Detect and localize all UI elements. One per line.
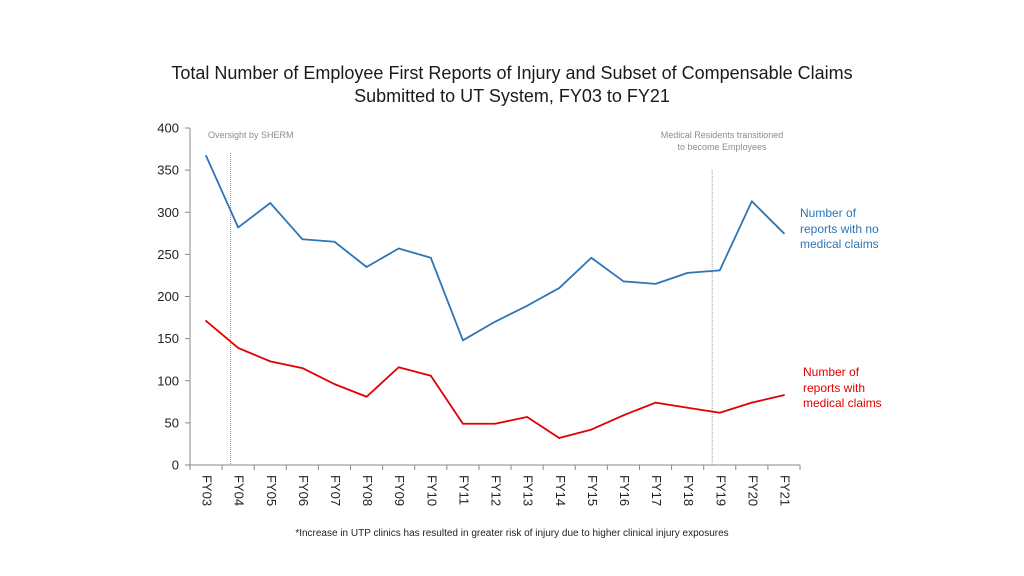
y-tick-label: 350 xyxy=(157,163,179,178)
y-tick-label: 200 xyxy=(157,289,179,304)
x-tick-label: FY13 xyxy=(521,475,536,506)
annotation-medical-residents-line1: Medical Residents transitioned xyxy=(660,130,784,140)
x-tick-label: FY16 xyxy=(617,475,632,506)
data-point xyxy=(526,304,529,307)
data-point xyxy=(237,346,240,349)
x-tick-label: FY09 xyxy=(392,475,407,506)
x-tick-label: FY20 xyxy=(745,475,760,506)
x-tick-label: FY07 xyxy=(328,475,343,506)
x-tick-label: FY03 xyxy=(200,475,215,506)
data-point xyxy=(301,238,304,241)
data-point xyxy=(494,320,496,323)
data-point xyxy=(333,383,336,386)
data-point xyxy=(365,266,368,268)
x-tick-label: FY21 xyxy=(778,475,793,506)
y-tick-label: 250 xyxy=(157,247,179,262)
legend-medical-claims-line1: Number of xyxy=(803,365,860,379)
x-tick-label: FY14 xyxy=(553,475,568,506)
legend-medical-claims: Number of reports with medical claims xyxy=(803,365,882,412)
legend-no-medical-claims-line1: Number of xyxy=(800,206,857,220)
x-tick-label: FY08 xyxy=(360,475,375,506)
y-tick-label: 50 xyxy=(165,415,179,430)
data-point xyxy=(686,406,689,409)
data-point xyxy=(783,232,785,235)
y-tick-label: 150 xyxy=(157,331,179,346)
data-point xyxy=(429,374,432,377)
x-tick-label: FY12 xyxy=(489,475,504,506)
x-tick-label: FY06 xyxy=(296,475,311,506)
chart-title-line1: Total Number of Employee First Reports o… xyxy=(171,63,853,83)
x-tick-label: FY11 xyxy=(456,475,471,505)
data-point xyxy=(718,269,721,272)
data-point xyxy=(622,280,625,283)
legend-medical-claims-line3: medical claims xyxy=(803,396,882,410)
data-point xyxy=(494,422,496,425)
data-point xyxy=(205,320,207,322)
y-tick-label: 300 xyxy=(157,205,179,220)
legend-no-medical-claims-line2: reports with no xyxy=(800,221,879,236)
annotation-oversight-sherm: Oversight by SHERM xyxy=(208,130,294,140)
legend-no-medical-claims-line3: medical claims xyxy=(800,237,879,251)
data-point xyxy=(783,394,785,396)
chart-title-line2: Submitted to UT System, FY03 to FY21 xyxy=(354,86,670,106)
data-point xyxy=(622,414,625,417)
y-tick-label: 400 xyxy=(157,121,179,136)
data-point xyxy=(750,200,753,203)
data-point xyxy=(461,422,464,425)
data-point xyxy=(397,366,400,369)
chart-title: Total Number of Employee First Reports o… xyxy=(112,62,912,108)
x-tick-label: FY19 xyxy=(713,475,728,506)
y-tick-label: 0 xyxy=(172,458,179,473)
annotation-medical-residents-line2: to become Employees xyxy=(677,141,767,152)
data-point xyxy=(654,282,657,285)
data-point xyxy=(237,226,240,229)
data-point xyxy=(461,339,464,342)
legend-no-medical-claims: Number of reports with no medical claims xyxy=(800,206,879,253)
data-point xyxy=(269,202,272,204)
annotation-medical-residents: Medical Residents transitioned to become… xyxy=(652,130,792,153)
data-point xyxy=(590,256,593,259)
data-point xyxy=(397,247,400,250)
series-line-no-medical-claims xyxy=(205,155,785,342)
x-tick-label: FY04 xyxy=(232,475,247,506)
x-tick-label: FY05 xyxy=(264,475,279,506)
x-tick-label: FY10 xyxy=(424,475,439,506)
legend-medical-claims-line2: reports with xyxy=(803,380,866,395)
data-point xyxy=(750,401,753,404)
data-point xyxy=(558,287,561,289)
data-point xyxy=(590,428,593,431)
x-tick-label: FY17 xyxy=(649,475,664,506)
data-point xyxy=(333,240,336,243)
data-point xyxy=(269,360,272,363)
data-point xyxy=(654,401,657,404)
series-line-medical-claims xyxy=(205,320,785,439)
data-point xyxy=(365,395,368,398)
data-point xyxy=(301,367,304,370)
data-point xyxy=(526,416,529,418)
x-tick-label: FY15 xyxy=(585,475,600,506)
y-tick-label: 100 xyxy=(157,373,179,388)
footnote: *Increase in UTP clinics has resulted in… xyxy=(295,528,729,539)
data-point xyxy=(429,256,432,259)
data-point xyxy=(718,411,721,414)
data-point xyxy=(686,272,689,274)
x-tick-label: FY18 xyxy=(681,475,696,506)
data-point xyxy=(558,437,561,439)
data-point xyxy=(205,154,207,157)
